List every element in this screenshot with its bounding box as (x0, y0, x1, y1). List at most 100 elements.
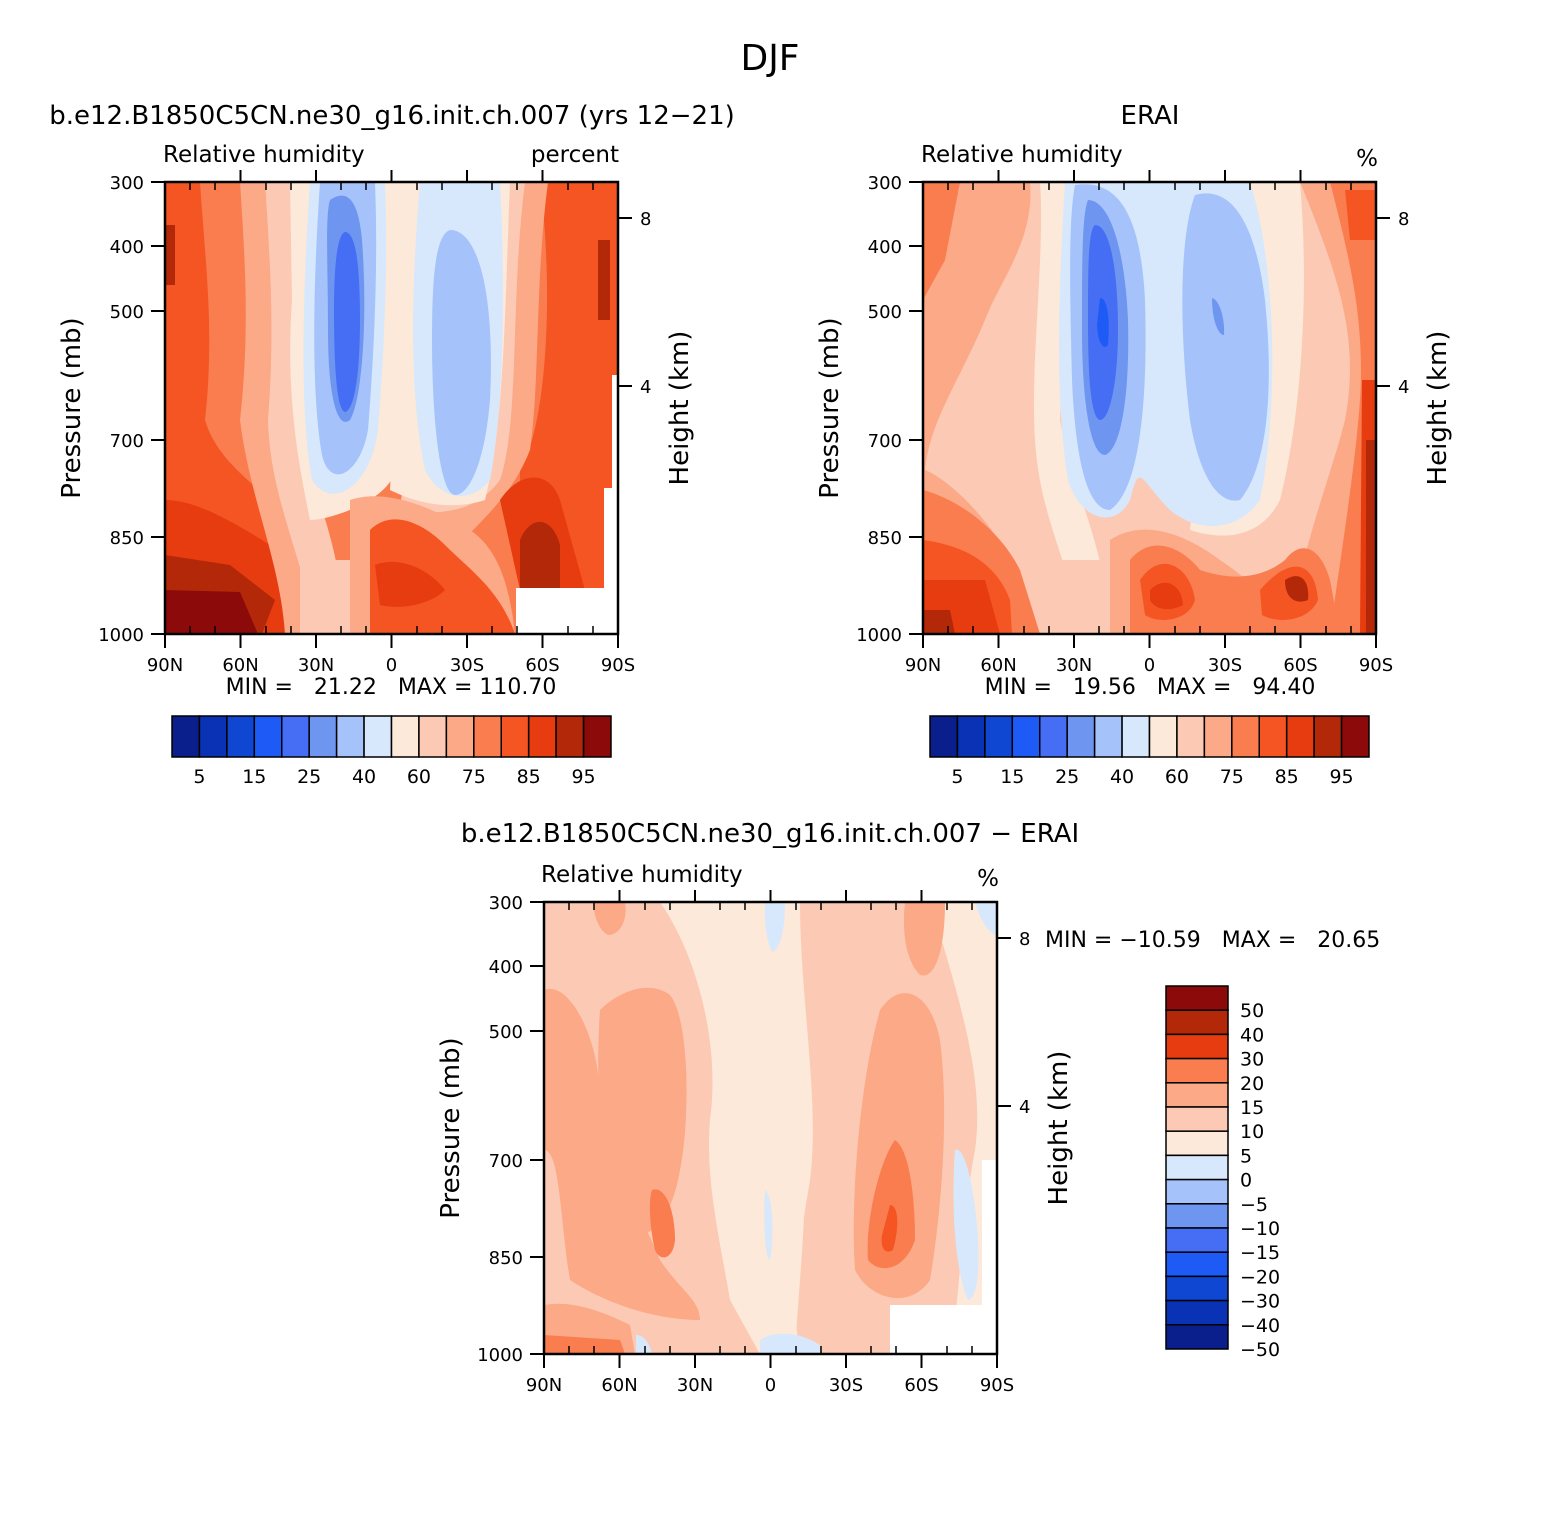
contour-band (923, 182, 960, 300)
colorbar-box (1203, 715, 1233, 758)
y2-axis-label: Height (km) (1044, 1051, 1074, 1206)
colorbar-label: 50 (1240, 1000, 1264, 1022)
y-tick-label: 400 (868, 237, 902, 258)
colorbar-box (1165, 985, 1229, 1011)
colorbar-label: 5 (951, 766, 963, 788)
contour-field (923, 182, 1376, 634)
contour-band (1212, 298, 1225, 335)
x-tick-label: 60S (525, 655, 559, 676)
contour-band (700, 902, 805, 1354)
colorbar-box (253, 715, 283, 758)
colorbar-label: 0 (1240, 1170, 1252, 1192)
y-axis-label: Pressure (mb) (57, 317, 87, 498)
y2-axis-label: Height (km) (1423, 331, 1453, 486)
panel-model: b.e12.B1850C5CN.ne30_g16.init.ch.007 (yr… (49, 101, 735, 788)
colorbar-box (1165, 1324, 1229, 1350)
colorbar-label: 25 (1055, 766, 1079, 788)
colorbar: 5 15 25 40 60 75 85 95 (171, 715, 612, 788)
contour-band (1033, 182, 1110, 634)
colorbar-box (1313, 715, 1343, 758)
contour-band (1345, 190, 1376, 240)
colorbar-box (390, 715, 420, 758)
colorbar-label: 5 (1240, 1145, 1252, 1167)
y-tick-label: 700 (110, 431, 144, 452)
colorbar-label: −10 (1240, 1218, 1280, 1240)
contour-band (881, 1205, 898, 1252)
x-tick-label: 30S (829, 1375, 863, 1396)
colorbar-box (1011, 715, 1041, 758)
x-tick-label: 30S (1208, 655, 1242, 676)
colorbar-label: 60 (1165, 766, 1189, 788)
contour-band (598, 240, 610, 320)
colorbar-box (1165, 1299, 1229, 1326)
colorbar-box (1165, 1203, 1229, 1229)
colorbar-box (500, 715, 530, 758)
y-tick-label: 300 (489, 893, 523, 914)
x-ticks-minor (189, 182, 594, 634)
min-max-stats: MIN = 21.22 MAX = 110.70 (226, 675, 557, 700)
colorbar-label: 20 (1240, 1073, 1264, 1095)
y-tick-label: 500 (868, 302, 902, 323)
x-ticks-major (922, 170, 1377, 648)
x-tick-label: 60N (980, 655, 1016, 676)
x-ticks-major (543, 890, 998, 1368)
panel-right-label: % (977, 866, 999, 892)
x-tick-label: 30N (677, 1375, 713, 1396)
colorbar-label: 40 (1240, 1024, 1264, 1046)
colorbar-label: 10 (1240, 1121, 1264, 1143)
y2-tick-label: 8 (640, 209, 651, 230)
contour-band (334, 232, 360, 412)
y-ticks (909, 181, 1390, 635)
colorbar-label: 25 (297, 766, 321, 788)
contour-band (764, 1190, 773, 1260)
panel-right-label: percent (531, 142, 619, 168)
contour-band (1060, 560, 1110, 634)
colorbar-box (929, 715, 959, 758)
contour-band (165, 225, 175, 285)
y-tick-label: 700 (489, 1151, 523, 1172)
colorbar-box (1165, 1106, 1229, 1132)
contour-band (867, 1140, 915, 1269)
contour-band (953, 1149, 979, 1300)
y-tick-label: 400 (489, 957, 523, 978)
colorbar-box (1093, 715, 1123, 758)
colorbar-box (308, 715, 338, 758)
x-tick-label: 90S (980, 1375, 1014, 1396)
colorbar-label: 60 (407, 766, 431, 788)
colorbar-box (555, 715, 585, 758)
contour-band (520, 521, 560, 590)
y-tick-label: 400 (110, 237, 144, 258)
colorbar-label: −5 (1240, 1194, 1268, 1216)
x-tick-label: 0 (765, 1375, 776, 1396)
colorbar-label: −30 (1240, 1291, 1280, 1313)
colorbar-box (445, 715, 475, 758)
colorbar-box (984, 715, 1014, 758)
y-tick-label: 300 (868, 173, 902, 194)
colorbar-label: 5 (193, 766, 205, 788)
colorbar-label: 75 (462, 766, 486, 788)
y-ticks (530, 901, 1011, 1355)
colorbar-label: 15 (242, 766, 266, 788)
colorbar: 5 15 25 40 60 75 85 95 (929, 715, 1370, 788)
colorbar-box (956, 715, 986, 758)
y2-tick-label: 4 (1019, 1097, 1030, 1118)
colorbar-label: −40 (1240, 1315, 1280, 1337)
colorbar-box (1066, 715, 1096, 758)
colorbar-box (582, 715, 612, 758)
y-tick-label: 850 (110, 528, 144, 549)
x-tick-label: 0 (1144, 655, 1155, 676)
colorbar-box (473, 715, 502, 758)
x-ticks-major (164, 170, 619, 648)
panel-difference: b.e12.B1850C5CN.ne30_g16.init.ch.007 − E… (436, 819, 1380, 1396)
contour-band (1182, 193, 1269, 501)
panel-left-label: Relative humidity (163, 142, 365, 168)
colorbar-box (1165, 1033, 1229, 1060)
x-ticks-minor (568, 902, 973, 1354)
contour-band (1150, 582, 1183, 610)
colorbar-box (1165, 1178, 1229, 1205)
colorbar-label: 15 (1240, 1097, 1264, 1119)
colorbar-box (1231, 715, 1260, 758)
colorbar-box (1340, 715, 1370, 758)
colorbar-label: 40 (352, 766, 376, 788)
y2-axis-label: Height (km) (665, 331, 695, 486)
